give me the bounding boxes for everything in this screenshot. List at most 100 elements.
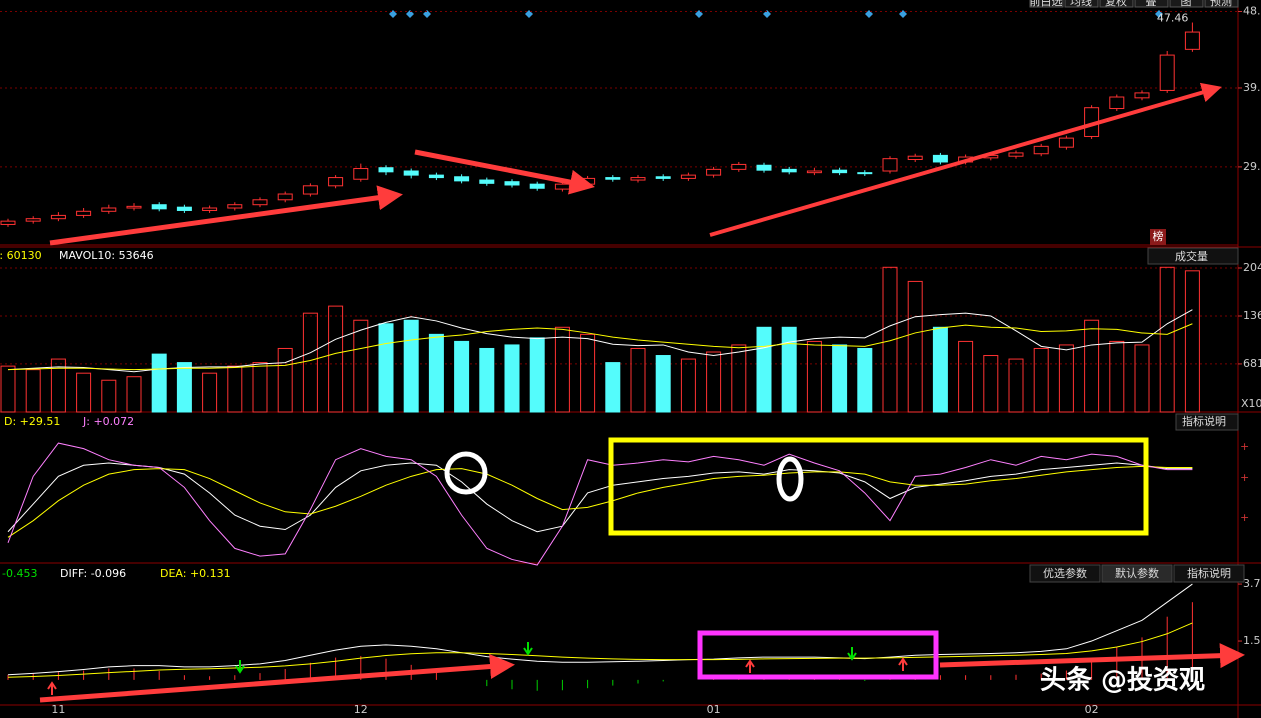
y-tick-label: 13600 xyxy=(1243,309,1261,322)
volume-bar xyxy=(1184,270,1200,413)
volume-bar xyxy=(328,305,344,413)
volume-bar xyxy=(479,347,495,413)
volume-bar xyxy=(1159,266,1175,413)
volume-bar xyxy=(76,372,92,413)
volume-bar xyxy=(50,358,66,413)
y-tick-label: 48.8 xyxy=(1243,5,1261,18)
volume-bar xyxy=(302,312,318,413)
volume-bar xyxy=(126,376,142,413)
top-button[interactable] xyxy=(1029,0,1064,8)
top-button[interactable] xyxy=(1099,0,1134,8)
top-button-label: 前白选 xyxy=(1030,0,1063,8)
volume-bar xyxy=(655,355,671,413)
candle-body xyxy=(25,218,41,222)
candle-body xyxy=(428,174,444,179)
volume-bar xyxy=(932,326,948,413)
volume-bar xyxy=(907,280,923,413)
indicator-line xyxy=(7,323,1193,371)
top-button-label: 叠 xyxy=(1146,0,1157,8)
top-button[interactable] xyxy=(1204,0,1239,8)
panel-button-label: 默认参数 xyxy=(1115,566,1159,580)
candle-body xyxy=(706,168,722,176)
candle-body xyxy=(932,154,948,163)
panel-button-label: 成交量 xyxy=(1175,249,1208,263)
candle-body xyxy=(1159,54,1175,91)
indicator-line xyxy=(7,622,1193,678)
candle-body xyxy=(655,176,671,179)
top-button-label: 均线 xyxy=(1070,0,1092,8)
volume-bar xyxy=(227,365,243,413)
candle-body xyxy=(353,168,369,180)
volume-bar xyxy=(756,326,772,413)
volume-bar xyxy=(1084,319,1100,413)
top-button-label: 图 xyxy=(1181,0,1192,8)
top-button[interactable] xyxy=(1134,0,1169,8)
volume-bar xyxy=(403,319,419,413)
svg-text:+: + xyxy=(1240,511,1249,524)
candle-body xyxy=(882,158,898,172)
candle-body xyxy=(302,185,318,195)
max-price-label: 47.46 xyxy=(1157,12,1189,25)
watermark: 头条 @投资观 xyxy=(1040,666,1205,696)
x-tick-label: 01 xyxy=(707,703,721,716)
volume-bar xyxy=(832,344,848,413)
volume-bar xyxy=(630,347,646,413)
svg-text:+: + xyxy=(1240,471,1249,484)
candle-body xyxy=(1058,137,1074,148)
candle-body xyxy=(1033,145,1049,155)
candle-body xyxy=(857,172,873,175)
panel-button[interactable] xyxy=(1101,564,1173,583)
volume-bar xyxy=(554,326,570,413)
top-button[interactable] xyxy=(1064,0,1099,8)
volume-bar xyxy=(454,340,470,413)
panel-button[interactable] xyxy=(1147,247,1239,265)
candle-body xyxy=(76,210,92,216)
volume-bar xyxy=(882,266,898,413)
top-button-label: 预测 xyxy=(1210,0,1232,8)
indicator-header: DEA: +0.131 xyxy=(160,567,231,580)
candle-body xyxy=(1008,152,1024,157)
panel-button[interactable] xyxy=(1029,564,1101,583)
candle-body xyxy=(378,167,394,173)
candle-body xyxy=(1109,96,1125,110)
candle-body xyxy=(605,177,621,180)
top-buttons: 前白选 均线 复权 叠 图 预测 xyxy=(1029,0,1239,8)
volume-bar xyxy=(983,355,999,413)
top-button[interactable] xyxy=(1169,0,1204,8)
y-tick-label: 6810 xyxy=(1243,357,1261,370)
rank-badge-text: 榜 xyxy=(1153,229,1164,243)
annotations xyxy=(39,82,1245,703)
indicator-header: MAVOL5: 60130 xyxy=(0,249,42,262)
candle-body xyxy=(630,177,646,181)
panel-button[interactable] xyxy=(1173,564,1245,583)
volume-bar xyxy=(1033,347,1049,413)
volume-bar xyxy=(202,372,218,413)
volume-bar xyxy=(806,340,822,413)
unit-label: X10 xyxy=(1241,397,1261,410)
plot: 29.9 39.5 48.8 11 12 01 02 47.46 20400 13600 6810 X… xyxy=(0,5,1261,716)
candle-body xyxy=(101,207,117,212)
candle-body xyxy=(781,168,797,173)
volume-bar xyxy=(504,344,520,413)
volume-bar xyxy=(1008,358,1024,413)
panel-button-label: 指标说明 xyxy=(1187,566,1231,580)
candle-body xyxy=(806,170,822,174)
volume-bar xyxy=(857,347,873,413)
candle-body xyxy=(907,155,923,160)
indicator-line xyxy=(7,442,1193,566)
candle-body xyxy=(176,206,192,211)
volume-bar xyxy=(353,319,369,413)
volume-bar xyxy=(25,369,41,413)
panel-button[interactable] xyxy=(1175,413,1239,431)
volume-bar xyxy=(529,337,545,413)
panel-button-label: 优选参数 xyxy=(1043,566,1087,580)
volume-bar xyxy=(1134,344,1150,413)
rank-badge xyxy=(1150,229,1166,245)
candle-body xyxy=(680,174,696,179)
candle-body xyxy=(202,207,218,211)
candle-body xyxy=(504,181,520,186)
candle-body xyxy=(731,163,747,170)
volume-bar xyxy=(1109,340,1125,413)
indicator-line xyxy=(7,465,1193,538)
